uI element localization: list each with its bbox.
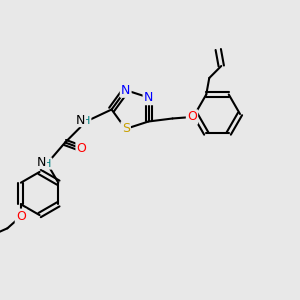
Text: H: H — [43, 158, 51, 169]
Text: O: O — [187, 110, 197, 124]
Text: H: H — [82, 116, 90, 127]
Text: O: O — [16, 210, 26, 223]
Text: N: N — [76, 113, 86, 127]
Text: N: N — [121, 84, 130, 97]
Text: N: N — [37, 155, 46, 169]
Text: N: N — [144, 91, 153, 104]
Text: O: O — [77, 142, 86, 155]
Text: S: S — [122, 122, 130, 135]
